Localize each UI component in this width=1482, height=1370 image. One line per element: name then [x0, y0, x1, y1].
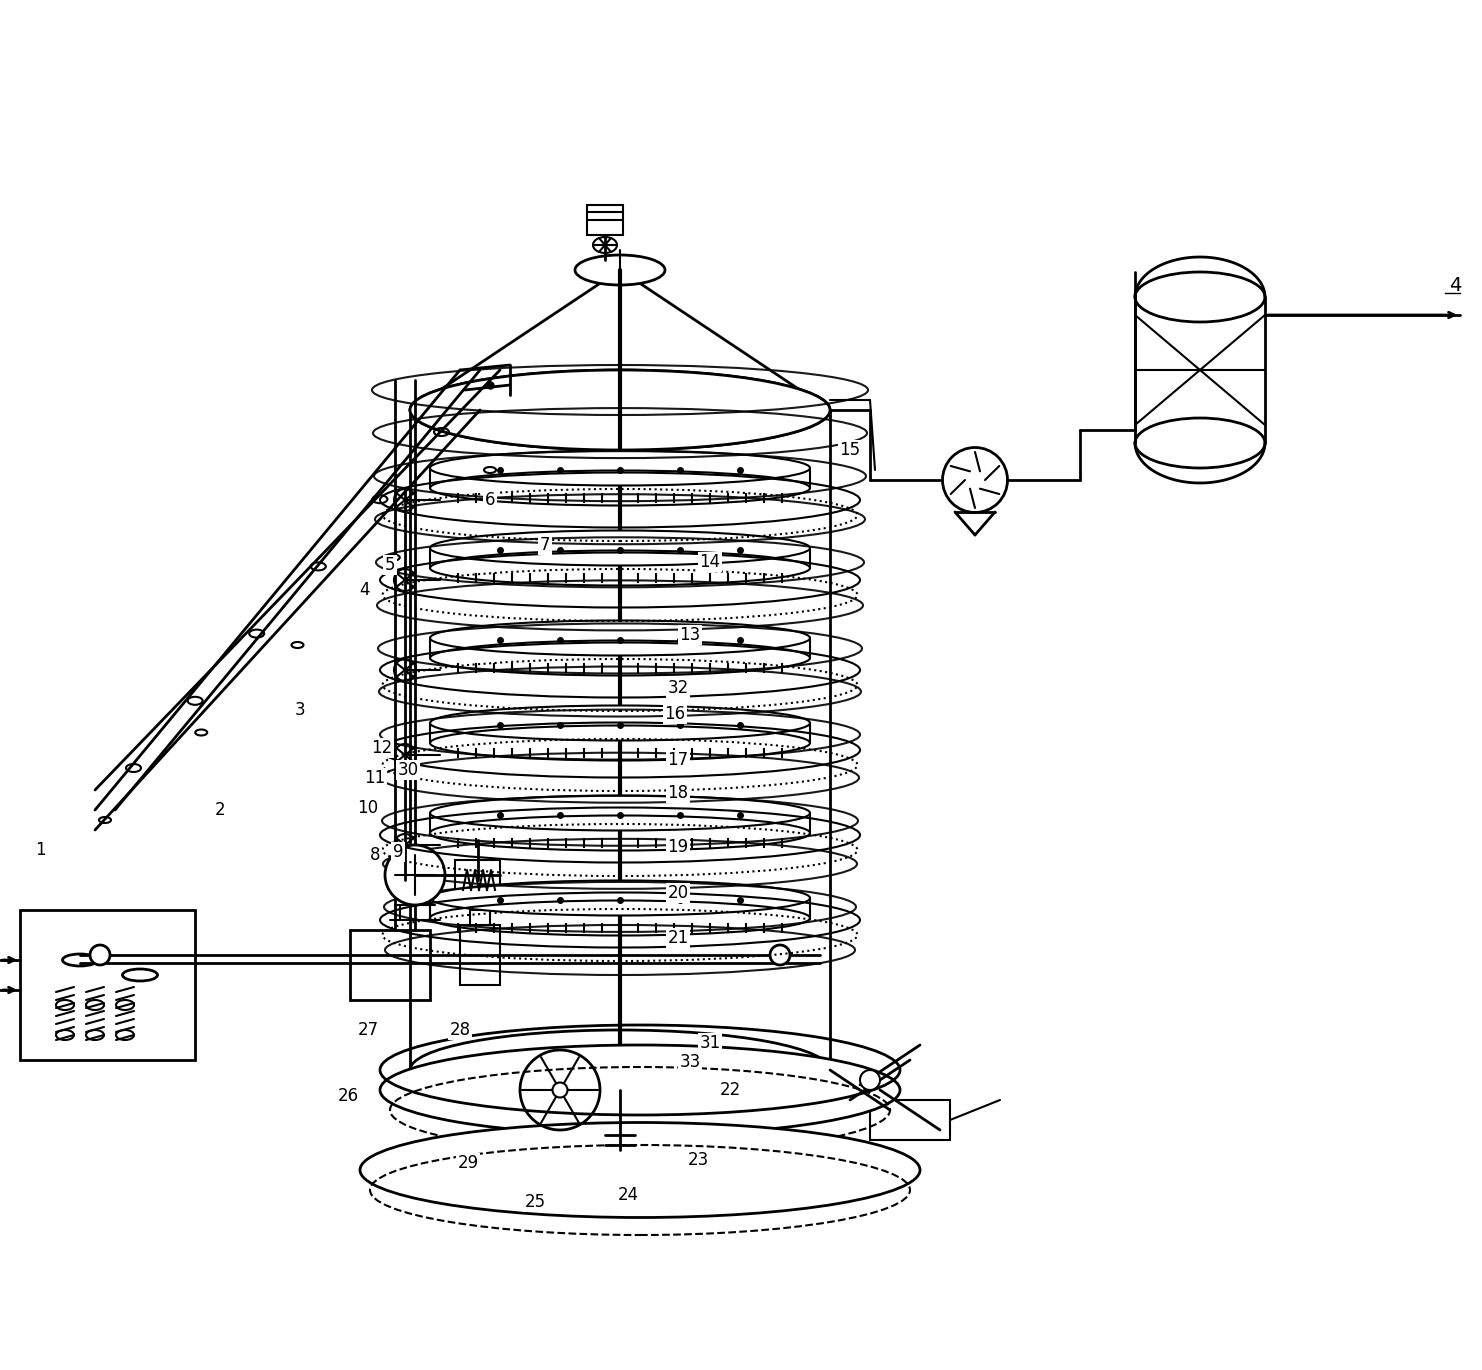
Text: 9: 9 [393, 843, 403, 860]
Text: 13: 13 [679, 626, 701, 644]
Text: 21: 21 [667, 929, 689, 947]
Text: 7: 7 [539, 536, 550, 553]
Text: 16: 16 [664, 706, 686, 723]
Ellipse shape [430, 706, 811, 741]
Ellipse shape [90, 945, 110, 964]
Text: 33: 33 [679, 1054, 701, 1071]
Text: 23: 23 [688, 1151, 708, 1169]
FancyBboxPatch shape [587, 206, 622, 236]
Ellipse shape [430, 451, 811, 485]
Text: 11: 11 [365, 769, 385, 786]
Text: 29: 29 [458, 1154, 479, 1171]
Text: 22: 22 [719, 1081, 741, 1099]
Text: 32: 32 [667, 680, 689, 697]
Bar [470, 910, 491, 925]
Text: 6: 6 [485, 490, 495, 510]
Text: 4: 4 [360, 581, 370, 599]
Text: 30: 30 [397, 760, 418, 780]
Text: 24: 24 [618, 1186, 639, 1204]
Text: 27: 27 [357, 1021, 378, 1038]
Ellipse shape [62, 954, 98, 966]
Text: 5: 5 [385, 556, 396, 574]
Bar [19, 910, 196, 1060]
Ellipse shape [123, 969, 157, 981]
Bar [870, 1100, 950, 1140]
Text: 3: 3 [295, 701, 305, 719]
Text: 31: 31 [700, 1034, 720, 1052]
Text: 1: 1 [34, 841, 46, 859]
Ellipse shape [411, 1030, 830, 1110]
Ellipse shape [360, 1122, 920, 1218]
Text: 20: 20 [667, 884, 689, 901]
Text: 15: 15 [839, 441, 861, 459]
Ellipse shape [430, 796, 811, 830]
Text: 25: 25 [525, 1193, 545, 1211]
Ellipse shape [860, 1070, 880, 1091]
Ellipse shape [430, 621, 811, 655]
Text: 2: 2 [215, 801, 225, 819]
Text: 4: 4 [1449, 275, 1461, 295]
Ellipse shape [430, 530, 811, 566]
Bar [608, 1140, 631, 1170]
Text: 28: 28 [449, 1021, 471, 1038]
Text: 19: 19 [667, 838, 689, 856]
Bar [455, 860, 499, 900]
Ellipse shape [943, 448, 1008, 512]
Ellipse shape [385, 845, 445, 906]
Ellipse shape [771, 945, 790, 964]
Text: 17: 17 [667, 751, 689, 769]
Text: 18: 18 [667, 784, 689, 801]
Text: 26: 26 [338, 1086, 359, 1106]
Ellipse shape [553, 1082, 568, 1097]
Text: 14: 14 [700, 553, 720, 571]
Ellipse shape [575, 255, 665, 285]
Ellipse shape [411, 370, 830, 449]
Text: 8: 8 [369, 847, 381, 864]
Ellipse shape [430, 881, 811, 915]
Text: 10: 10 [357, 799, 378, 817]
Bar [350, 930, 430, 1000]
Bar [459, 925, 499, 985]
Ellipse shape [411, 370, 830, 449]
Ellipse shape [379, 1045, 900, 1134]
Text: 12: 12 [372, 738, 393, 758]
